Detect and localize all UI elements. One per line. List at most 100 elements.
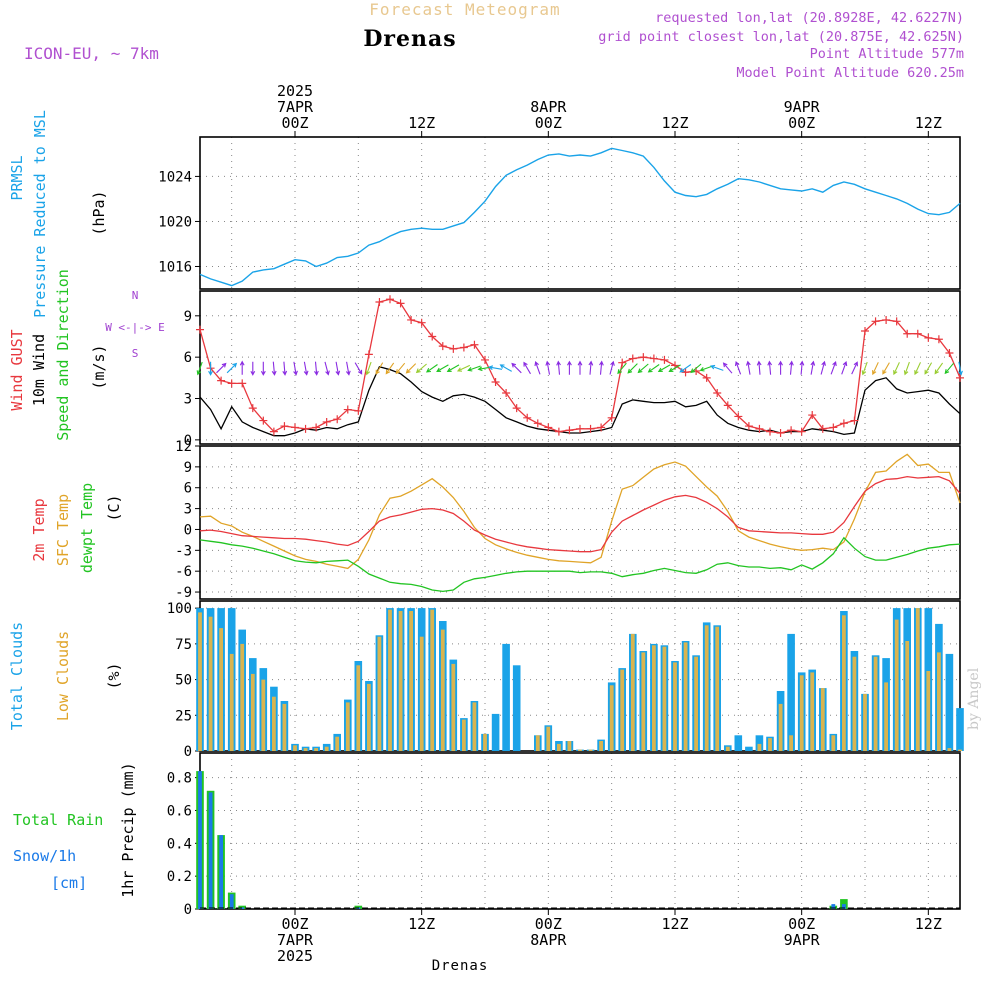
gust-marker — [217, 376, 226, 385]
time-label-top: 2025 — [277, 82, 313, 100]
ytick-label: 0.2 — [167, 869, 192, 885]
time-label-bottom: 9APR — [784, 931, 821, 949]
wind-direction-arrow — [599, 360, 604, 375]
low-cloud-bar — [345, 702, 350, 751]
gust-marker — [713, 389, 722, 397]
gust-marker — [417, 318, 426, 327]
low-cloud-bar — [293, 745, 297, 751]
gust-marker — [407, 315, 416, 324]
ytick-label: 50 — [175, 673, 192, 689]
wind-direction-arrow — [250, 361, 256, 376]
wind-direction-arrow — [699, 365, 713, 372]
compass-n: N — [132, 289, 139, 302]
low-cloud-bar — [789, 735, 793, 751]
wind-direction-arrow — [282, 361, 288, 376]
wind-direction-arrow — [345, 361, 351, 376]
gust-marker — [649, 354, 658, 363]
gust-marker — [512, 404, 521, 413]
gust-marker — [734, 412, 743, 421]
ytick-label: -3 — [175, 543, 192, 559]
low-cloud-bar — [810, 672, 815, 751]
time-label-bottom: 8APR — [530, 931, 567, 949]
wind-direction-arrow — [577, 360, 583, 375]
gust-marker — [597, 423, 606, 432]
panel-frame — [199, 752, 961, 910]
gust-marker — [628, 354, 637, 363]
rain-bar — [354, 905, 363, 909]
low-cloud-bar — [673, 662, 677, 751]
wind-direction-arrow — [335, 361, 341, 376]
low-cloud-bar — [272, 696, 276, 751]
low-cloud-bar — [905, 641, 910, 751]
low-cloud-bar — [261, 679, 266, 751]
low-cloud-bar — [250, 673, 255, 751]
gust-marker — [660, 355, 669, 364]
ytick-label: 3 — [184, 502, 192, 518]
wind-direction-arrow — [545, 360, 551, 375]
gust-marker — [259, 416, 268, 425]
wind-direction-arrow — [239, 360, 245, 375]
low-cloud-bar — [704, 625, 709, 751]
low-cloud-bar — [884, 682, 888, 751]
low-cloud-bar — [324, 746, 329, 751]
gust-marker — [459, 343, 468, 352]
wind-direction-arrow — [556, 360, 561, 375]
wind-direction-arrow — [425, 364, 438, 373]
panel-pressure: 1016 1020 1024 — [158, 136, 961, 290]
low-cloud-bar — [229, 653, 234, 751]
total-cloud-bar — [945, 653, 954, 751]
total-cloud-bar — [491, 713, 500, 751]
total-cloud-bar — [745, 746, 753, 751]
low-cloud-bar — [588, 749, 593, 751]
wind-direction-arrow — [958, 361, 963, 376]
rain-bar — [840, 899, 848, 909]
low-cloud-bar — [683, 642, 688, 751]
wind-direction-arrow — [446, 364, 460, 372]
gust-marker — [354, 406, 363, 415]
wind-direction-arrow — [690, 363, 702, 374]
snow-bar — [229, 894, 234, 909]
cloud-unit: (%) — [105, 662, 123, 689]
wind-direction-arrow — [467, 365, 481, 372]
wind-direction-arrow — [710, 364, 724, 371]
gust-marker — [301, 424, 310, 433]
snow-bar — [219, 835, 223, 909]
low-cloud-bar — [314, 748, 318, 751]
ytick-label: 3 — [184, 392, 192, 408]
low-cloud-bar — [282, 703, 287, 751]
watermark: by Angel — [966, 667, 982, 730]
low-cloud-bar — [535, 735, 540, 751]
wind-direction-arrow — [914, 362, 921, 376]
low-cloud-bar — [863, 693, 867, 751]
pressure-label-long: Pressure Reduced to MSL — [31, 110, 49, 318]
ytick-label: 6 — [184, 350, 192, 366]
low-cloud-bar — [578, 749, 582, 751]
series-2m-temp — [199, 475, 961, 553]
low-cloud-label: Low Clouds — [54, 631, 72, 721]
ytick-label: 0.8 — [167, 771, 192, 787]
wind-direction-arrow — [745, 360, 751, 375]
compass-we: W <-|-> E — [105, 321, 165, 334]
low-cloud-bar — [820, 688, 825, 751]
model-label: ICON-EU, ~ 7km — [24, 44, 159, 63]
wind-direction-arrow — [722, 362, 733, 374]
wind-direction-arrow — [499, 364, 512, 372]
low-cloud-bar — [652, 645, 656, 751]
ytick-label: 0.6 — [167, 803, 192, 819]
ytick-label: 100 — [167, 601, 192, 617]
time-label-bottom: 12Z — [408, 915, 435, 933]
low-cloud-bar — [303, 748, 308, 751]
low-cloud-bar — [356, 665, 361, 751]
time-label-bottom: 00Z — [788, 915, 815, 933]
gust-marker — [322, 417, 331, 426]
wind-direction-arrow — [851, 361, 858, 375]
series-dewpt-temp — [199, 536, 961, 593]
total-cloud-bar — [512, 665, 521, 751]
wind-direction-arrow — [523, 361, 531, 375]
wind-direction-arrow — [789, 360, 794, 375]
direction-label: Speed and Direction — [54, 269, 72, 441]
ytick-label: 25 — [175, 708, 192, 724]
low-cloud-bar — [462, 719, 466, 751]
ytick-label: 0 — [184, 902, 192, 918]
